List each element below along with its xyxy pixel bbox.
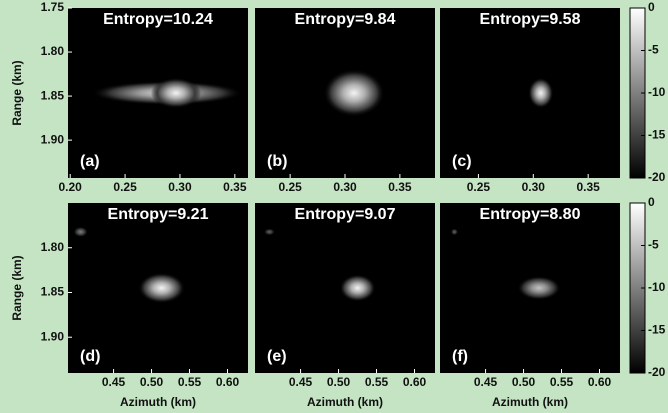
x-axis-label: Azimuth (km) xyxy=(492,395,568,409)
figure: Entropy=10.24 (a) 0.20 0.25 0.30 0.35 1.75 1.80… xyxy=(0,0,668,413)
colorbar-tick-label: -20 xyxy=(648,170,666,184)
bright-region xyxy=(451,229,458,236)
x-tick-label: 0.50 xyxy=(140,375,164,389)
colorbar-tick-label: -10 xyxy=(648,280,666,294)
bright-region xyxy=(517,276,560,300)
x-tick-label: 0.45 xyxy=(289,375,313,389)
x-tick-label: 0.45 xyxy=(474,375,498,389)
x-tick-label: 0.30 xyxy=(522,180,546,194)
y-tick-label: 1.90 xyxy=(41,132,65,146)
panel-title: Entropy=9.84 xyxy=(295,11,396,28)
x-tick-label: 0.35 xyxy=(223,180,247,194)
panel-title: Entropy=9.58 xyxy=(480,11,581,28)
bright-region xyxy=(340,274,376,301)
x-tick-label: 0.55 xyxy=(178,375,202,389)
bright-region xyxy=(138,273,185,304)
panel-title: Entropy=9.07 xyxy=(295,206,396,223)
x-tick-label: 0.35 xyxy=(576,180,600,194)
colorbar-tick-label: -10 xyxy=(648,85,666,99)
colorbar-tick-label: -20 xyxy=(648,365,666,379)
colorbar-tick-label: -15 xyxy=(648,323,666,337)
y-axis-label: Range (km) xyxy=(10,60,24,125)
x-tick-label: 0.30 xyxy=(333,180,357,194)
x-tick-label: 0.45 xyxy=(102,375,126,389)
colorbar-tick-label: 0 xyxy=(648,195,655,209)
x-tick-label: 0.30 xyxy=(168,180,192,194)
colorbar-tick-label: 0 xyxy=(648,0,655,14)
x-tick-label: 0.25 xyxy=(113,180,137,194)
panel-label: (a) xyxy=(80,153,100,170)
x-axis-label: Azimuth (km) xyxy=(307,395,383,409)
panel-title: Entropy=10.24 xyxy=(103,11,213,28)
colorbar-tick-label: -5 xyxy=(648,43,659,57)
y-tick-label: 1.80 xyxy=(41,44,65,58)
panel-label: (d) xyxy=(80,348,100,365)
x-tick-label: 0.25 xyxy=(467,180,491,194)
panel-label: (c) xyxy=(452,153,472,170)
x-tick-label: 0.55 xyxy=(550,375,574,389)
colorbar-tick-label: -15 xyxy=(648,128,666,142)
x-tick-label: 0.25 xyxy=(278,180,302,194)
panel-label: (e) xyxy=(267,348,287,365)
x-tick-label: 0.35 xyxy=(388,180,412,194)
panel-label: (b) xyxy=(267,153,287,170)
x-tick-label: 0.50 xyxy=(327,375,351,389)
colorbar-tick-label: -5 xyxy=(648,238,659,252)
x-tick-label: 0.60 xyxy=(588,375,612,389)
bright-region xyxy=(264,229,275,236)
bright-region xyxy=(528,78,553,109)
bright-region xyxy=(73,227,87,237)
y-axis-label: Range (km) xyxy=(10,255,24,320)
y-tick-label: 1.80 xyxy=(41,240,65,254)
x-tick-label: 0.60 xyxy=(216,375,240,389)
x-tick-label: 0.50 xyxy=(512,375,536,389)
y-tick-label: 1.75 xyxy=(41,0,65,14)
panel-label: (f) xyxy=(452,348,468,365)
y-tick-label: 1.85 xyxy=(41,88,65,102)
x-axis-label: Azimuth (km) xyxy=(120,395,196,409)
y-tick-label: 1.85 xyxy=(41,285,65,299)
x-tick-label: 0.20 xyxy=(59,180,83,194)
panel-title: Entropy=8.80 xyxy=(480,206,581,223)
x-tick-label: 0.55 xyxy=(365,375,389,389)
bright-region xyxy=(323,69,384,117)
y-tick-label: 1.90 xyxy=(41,329,65,343)
bright-region xyxy=(151,78,201,109)
x-tick-label: 0.60 xyxy=(403,375,427,389)
panel-title: Entropy=9.21 xyxy=(108,206,209,223)
